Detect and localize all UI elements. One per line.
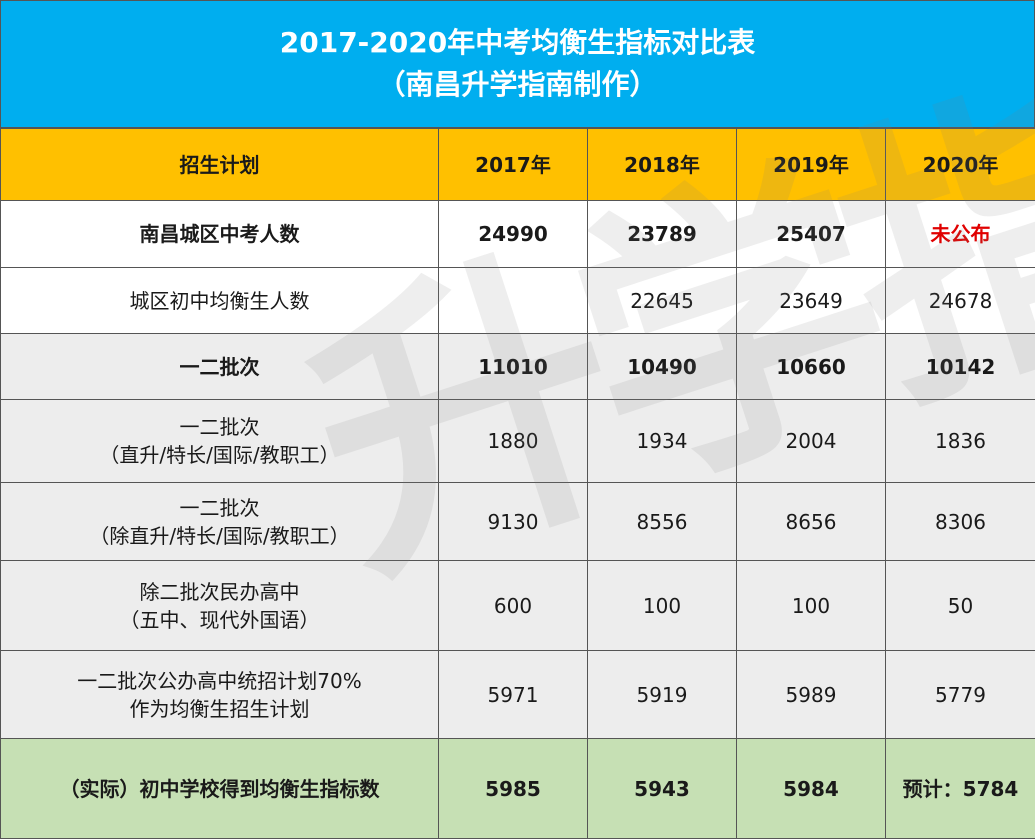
cell-2018: 10490: [588, 334, 737, 400]
cell-2018: 5919: [588, 651, 737, 739]
table-row: 一二批次（直升/特长/国际/教职工） 1880 1934 2004 1836: [1, 400, 1035, 483]
header-cell-2018: 2018年: [588, 129, 737, 201]
cell-2017: 600: [439, 561, 588, 651]
row-label: 一二批次（除直升/特长/国际/教职工）: [1, 483, 439, 561]
row-label: 南昌城区中考人数: [1, 201, 439, 268]
cell-2019: 5984: [737, 739, 886, 839]
cell-2017: 9130: [439, 483, 588, 561]
cell-2019: 100: [737, 561, 886, 651]
table-row: 城区初中均衡生人数 22645 23649 24678: [1, 268, 1035, 334]
cell-2017: 24990: [439, 201, 588, 268]
header-cell-2020: 2020年: [886, 129, 1035, 201]
table-row: 一二批次（除直升/特长/国际/教职工） 9130 8556 8656 8306: [1, 483, 1035, 561]
cell-2018: 23789: [588, 201, 737, 268]
cell-2020: 1836: [886, 400, 1035, 483]
cell-2017: 11010: [439, 334, 588, 400]
row-label: 一二批次（直升/特长/国际/教职工）: [1, 400, 439, 483]
title-line-1: 2017-2020年中考均衡生指标对比表: [280, 22, 755, 64]
cell-2020: 5779: [886, 651, 1035, 739]
row-label: 城区初中均衡生人数: [1, 268, 439, 334]
cell-2020: 50: [886, 561, 1035, 651]
header-cell-plan: 招生计划: [1, 129, 439, 201]
table-row: 一二批次公办高中统招计划70%作为均衡生招生计划 5971 5919 5989 …: [1, 651, 1035, 739]
cell-2017: [439, 268, 588, 334]
table-row: 南昌城区中考人数 24990 23789 25407 未公布: [1, 201, 1035, 268]
cell-2020: 24678: [886, 268, 1035, 334]
comparison-table: 招生计划 2017年 2018年 2019年 2020年 南昌城区中考人数 24…: [0, 128, 1035, 839]
row-label: 一二批次公办高中统招计划70%作为均衡生招生计划: [1, 651, 439, 739]
cell-2019: 8656: [737, 483, 886, 561]
table-title: 2017-2020年中考均衡生指标对比表 （南昌升学指南制作）: [0, 0, 1035, 128]
cell-2017: 5985: [439, 739, 588, 839]
cell-2018: 8556: [588, 483, 737, 561]
cell-2019: 25407: [737, 201, 886, 268]
title-line-2: （南昌升学指南制作）: [377, 64, 657, 106]
cell-2019: 10660: [737, 334, 886, 400]
table-header-row: 招生计划 2017年 2018年 2019年 2020年: [1, 129, 1035, 201]
cell-2020: 8306: [886, 483, 1035, 561]
cell-2017: 1880: [439, 400, 588, 483]
table-row: （实际）初中学校得到均衡生指标数 5985 5943 5984 预计：5784: [1, 739, 1035, 839]
cell-2019: 5989: [737, 651, 886, 739]
cell-2018: 22645: [588, 268, 737, 334]
header-cell-2017: 2017年: [439, 129, 588, 201]
row-label: 除二批次民办高中（五中、现代外国语）: [1, 561, 439, 651]
cell-2018: 1934: [588, 400, 737, 483]
row-label: 一二批次: [1, 334, 439, 400]
cell-2019: 2004: [737, 400, 886, 483]
table-row: 一二批次 11010 10490 10660 10142: [1, 334, 1035, 400]
cell-2019: 23649: [737, 268, 886, 334]
table-row: 除二批次民办高中（五中、现代外国语） 600 100 100 50: [1, 561, 1035, 651]
cell-2020: 预计：5784: [886, 739, 1035, 839]
row-label: （实际）初中学校得到均衡生指标数: [1, 739, 439, 839]
cell-2020: 10142: [886, 334, 1035, 400]
cell-2020: 未公布: [886, 201, 1035, 268]
cell-2017: 5971: [439, 651, 588, 739]
header-cell-2019: 2019年: [737, 129, 886, 201]
cell-2018: 5943: [588, 739, 737, 839]
cell-2018: 100: [588, 561, 737, 651]
